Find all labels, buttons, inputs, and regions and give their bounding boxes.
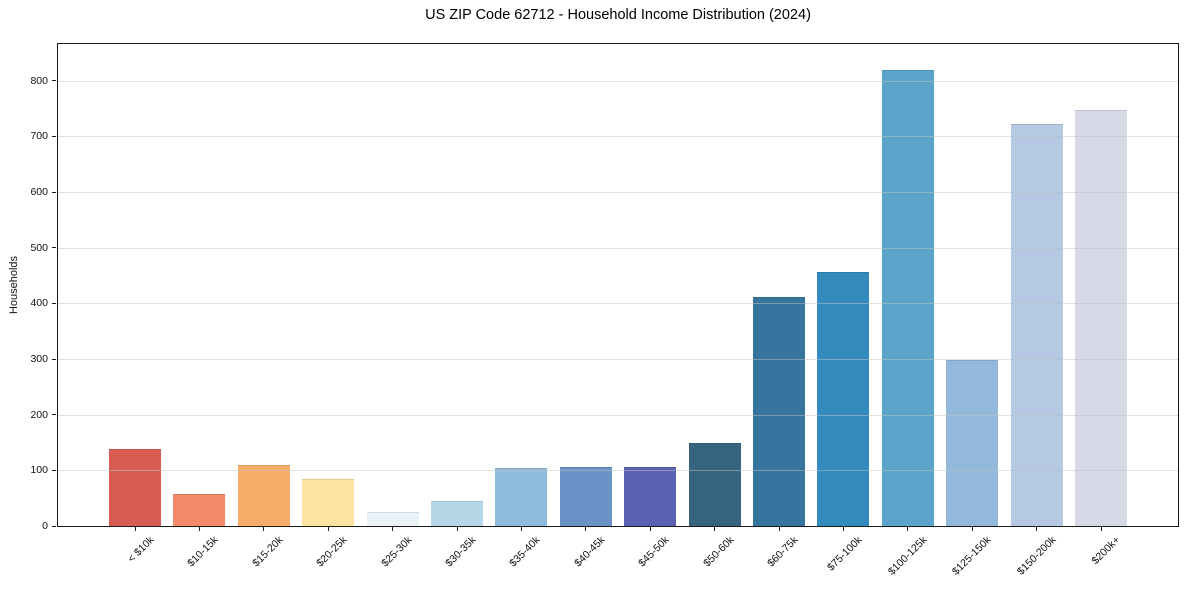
gridline-800: [58, 80, 1178, 82]
y-tick-mark: [52, 358, 56, 360]
x-tick-mark: [585, 527, 587, 531]
x-tick-label: $25-30k: [378, 534, 415, 570]
x-tick-label: $100-125k: [885, 534, 930, 578]
chart-title: US ZIP Code 62712 - Household Income Dis…: [425, 7, 811, 23]
gridline-500: [58, 247, 1178, 249]
x-tick-label: $35-40k: [507, 534, 543, 570]
x-tick-label: $15-20k: [249, 534, 286, 570]
x-tick-label: $200k+: [1089, 534, 1123, 568]
x-tick-mark: [714, 527, 716, 531]
y-tick-label: 200: [30, 408, 48, 421]
gridline-600: [58, 192, 1178, 194]
x-tick-mark: [971, 527, 973, 531]
y-tick-label: 500: [30, 241, 48, 254]
x-tick-label: $150-200k: [1014, 534, 1059, 578]
bar-$150-200k: [1010, 123, 1063, 526]
x-tick-label: $60-75k: [765, 534, 801, 570]
x-tick-mark: [1100, 527, 1102, 531]
bar-$25-30k: [366, 512, 419, 526]
x-tick-mark: [520, 527, 522, 531]
bar-$60-75k: [753, 297, 805, 526]
bar-$20-25k: [302, 478, 355, 526]
gridline-200: [58, 414, 1178, 416]
bar-$40-45k: [559, 467, 612, 526]
x-tick-label: $40-45k: [571, 534, 608, 570]
y-tick-label: 800: [30, 74, 48, 87]
x-tick-mark: [327, 527, 329, 531]
bar-$75-100k: [817, 271, 870, 526]
y-tick-mark: [52, 247, 56, 249]
x-tick-label: $30-35k: [443, 534, 479, 570]
x-tick-label: $20-25k: [314, 534, 350, 570]
x-tick-label: $75-100k: [825, 534, 865, 574]
y-tick-mark: [52, 469, 56, 471]
y-tick-mark: [52, 191, 56, 193]
x-tick-label: $45-50k: [636, 534, 672, 570]
bar-$50-60k: [688, 442, 741, 526]
x-tick-mark: [392, 527, 394, 531]
x-tick-mark: [649, 527, 651, 531]
bar-$30-35k: [431, 500, 483, 526]
gridline-400: [58, 303, 1178, 305]
bar-$15-20k: [237, 465, 290, 526]
y-tick-mark: [52, 302, 56, 304]
x-tick-mark: [134, 527, 136, 531]
gridline-700: [58, 136, 1178, 138]
x-tick-label: $125-150k: [950, 534, 994, 578]
x-tick-mark: [198, 527, 200, 531]
bar-< $10k: [109, 448, 161, 526]
x-tick-label: $10-15k: [185, 534, 221, 570]
bar-$200k+: [1075, 110, 1127, 526]
gridline-100: [58, 470, 1178, 472]
bar-$35-40k: [495, 468, 548, 526]
y-tick-label: 400: [30, 297, 48, 310]
x-tick-label: $50-60k: [700, 534, 737, 570]
bar-$45-50k: [624, 467, 677, 526]
y-tick-label: 700: [30, 130, 48, 143]
y-tick-mark: [52, 80, 56, 82]
y-tick-label: 0: [42, 520, 48, 532]
x-tick-mark: [907, 527, 909, 531]
y-tick-mark: [52, 135, 56, 137]
x-tick-mark: [778, 527, 780, 531]
y-tick-mark: [52, 414, 56, 416]
gridline-300: [58, 359, 1178, 361]
bar-$125-150k: [946, 359, 999, 526]
x-tick-label: < $10k: [125, 534, 157, 565]
y-tick-mark: [52, 525, 56, 527]
y-tick-label: 100: [30, 464, 48, 477]
x-tick-mark: [842, 527, 844, 531]
bar-$10-15k: [173, 494, 226, 526]
bar-$100-125k: [881, 69, 934, 526]
x-tick-mark: [1036, 527, 1038, 531]
y-tick-label: 600: [30, 186, 48, 199]
y-tick-label: 300: [30, 353, 48, 366]
x-tick-mark: [456, 527, 458, 531]
plot-area: [57, 43, 1179, 527]
x-tick-mark: [263, 527, 265, 531]
